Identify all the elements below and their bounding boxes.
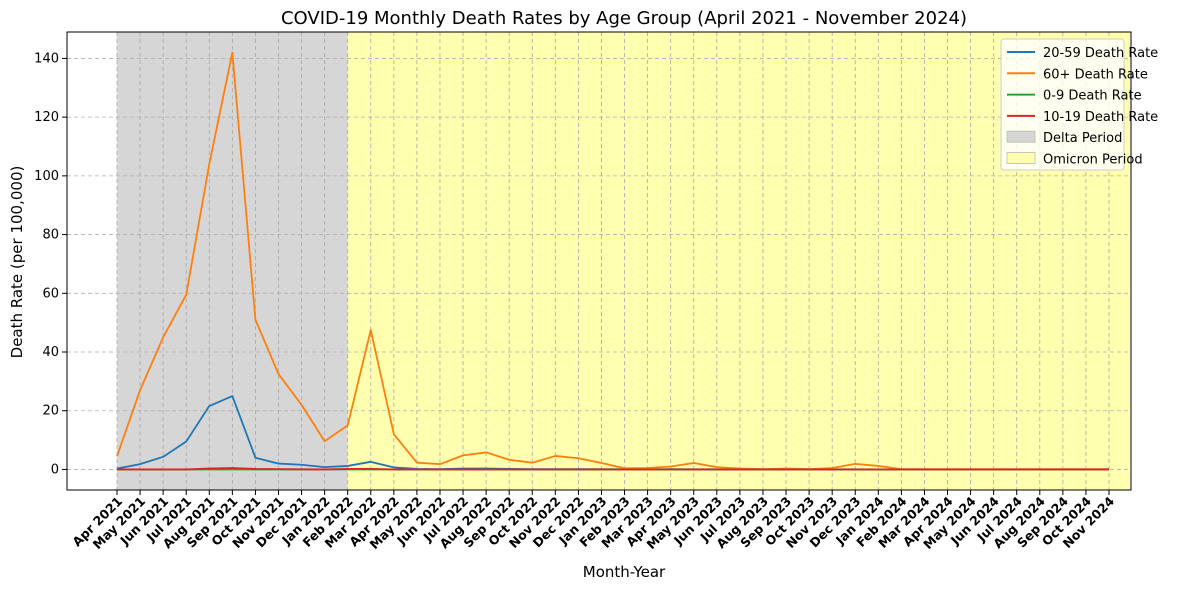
y-tick-label: 100 — [34, 169, 59, 184]
y-tick-label: 20 — [42, 404, 59, 419]
x-axis-label: Month-Year — [583, 563, 666, 581]
y-tick-label: 60 — [42, 286, 59, 301]
y-tick-label: 0 — [51, 462, 59, 477]
y-tick-label: 140 — [34, 51, 59, 66]
y-axis-label: Death Rate (per 100,000) — [8, 166, 26, 359]
series-line-10-19-death-rate — [117, 467, 1110, 471]
chart-title: COVID-19 Monthly Death Rates by Age Grou… — [281, 8, 967, 29]
legend-label: Omicron Period — [1043, 153, 1143, 168]
legend-swatch — [1006, 130, 1036, 143]
y-tick-label: 40 — [42, 345, 59, 360]
legend-label: 20-59 Death Rate — [1043, 46, 1158, 61]
legend: 20-59 Death Rate 60+ Death Rate 0-9 Death … — [1000, 38, 1158, 171]
legend-label: 10-19 Death Rate — [1043, 110, 1158, 125]
legend-label: 0-9 Death Rate — [1043, 89, 1142, 104]
y-tick-label: 120 — [34, 110, 59, 125]
period-band-delta-period — [117, 32, 348, 490]
legend-label: Delta Period — [1043, 131, 1122, 146]
legend-label: 60+ Death Rate — [1043, 67, 1148, 82]
period-band-omicron-period — [347, 32, 1130, 490]
y-tick-label: 80 — [42, 228, 59, 243]
legend-swatch — [1006, 152, 1036, 164]
plot-frame — [66, 31, 1132, 491]
